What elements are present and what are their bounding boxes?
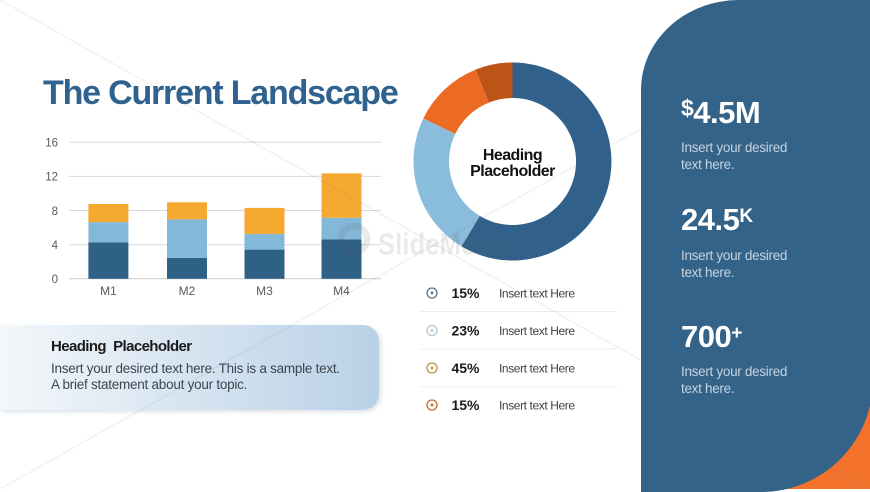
svg-text:SlideModel: SlideModel bbox=[378, 227, 514, 262]
svg-text:Insert text Here: Insert text Here bbox=[499, 286, 575, 300]
svg-text:.com: .com bbox=[515, 241, 545, 257]
svg-text:M4: M4 bbox=[333, 284, 350, 298]
svg-text:45%: 45% bbox=[451, 360, 480, 376]
svg-text:Insert text Here: Insert text Here bbox=[499, 361, 575, 375]
svg-text:8: 8 bbox=[52, 206, 58, 218]
svg-text:12: 12 bbox=[45, 172, 58, 184]
svg-text:15%: 15% bbox=[451, 285, 480, 301]
svg-text:M1: M1 bbox=[100, 284, 117, 298]
svg-text:Insert text Here: Insert text Here bbox=[499, 324, 575, 338]
svg-text:M3: M3 bbox=[256, 284, 273, 298]
svg-text:M2: M2 bbox=[179, 284, 196, 298]
svg-text:23%: 23% bbox=[451, 322, 480, 338]
svg-text:Insert text Here: Insert text Here bbox=[499, 398, 575, 412]
svg-text:15%: 15% bbox=[451, 397, 480, 413]
svg-text:4: 4 bbox=[52, 240, 59, 252]
svg-text:16: 16 bbox=[45, 138, 58, 150]
svg-text:0: 0 bbox=[52, 274, 58, 286]
